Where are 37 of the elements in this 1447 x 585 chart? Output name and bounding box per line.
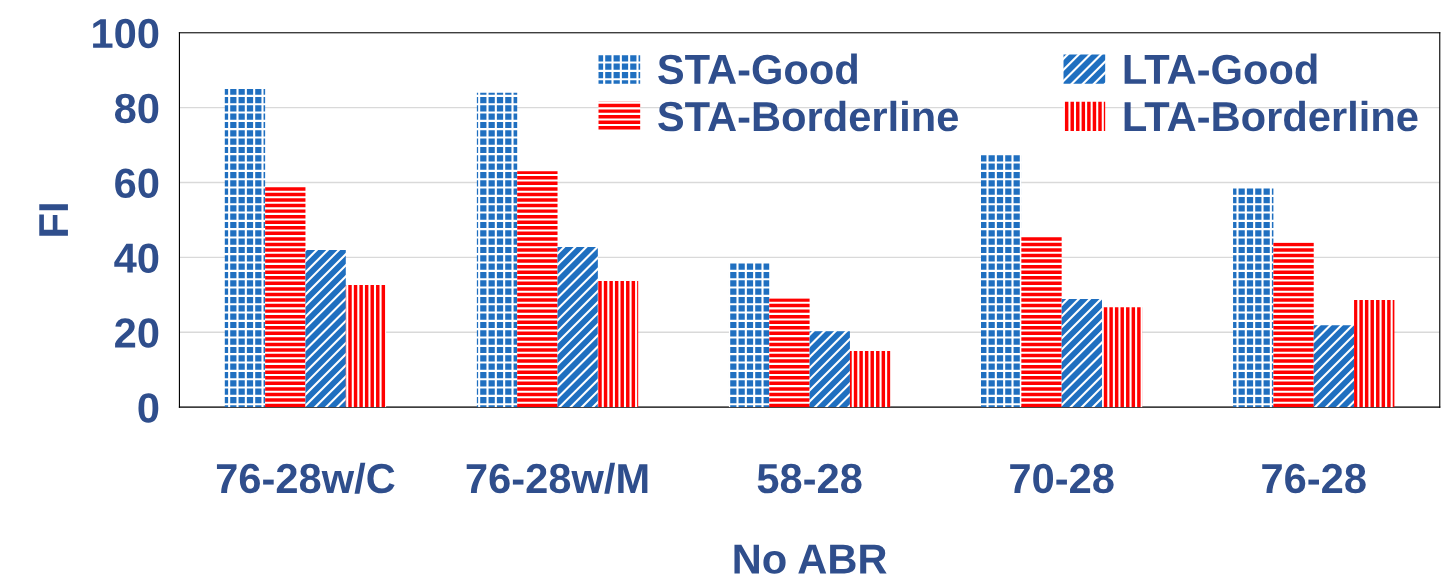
bar bbox=[1233, 187, 1274, 408]
bar bbox=[849, 351, 891, 408]
y-tick-label: 100 bbox=[93, 18, 159, 49]
bar bbox=[1101, 307, 1143, 408]
bar bbox=[809, 331, 850, 408]
y-tick-label: 80 bbox=[114, 93, 159, 124]
x-tick-label: 76-28w/M bbox=[466, 462, 648, 494]
legend-label: LTA-Borderline bbox=[1124, 100, 1418, 132]
legend-label: STA-Borderline bbox=[658, 100, 958, 132]
x-axis-title: No ABR bbox=[734, 544, 887, 574]
x-tick-label: 76-28 bbox=[1262, 463, 1366, 494]
bar bbox=[557, 246, 598, 408]
y-tick-label: 0 bbox=[138, 393, 159, 423]
y-axis-title: FI bbox=[39, 204, 68, 236]
bar bbox=[1313, 325, 1355, 408]
y-tick-label: 20 bbox=[115, 318, 159, 348]
bar bbox=[1273, 242, 1314, 408]
bar bbox=[1061, 298, 1102, 408]
bar bbox=[305, 249, 346, 408]
bar bbox=[769, 298, 810, 408]
bar bbox=[224, 88, 266, 408]
bar bbox=[265, 186, 306, 408]
x-tick-label: 70-28 bbox=[1010, 463, 1114, 494]
bar bbox=[597, 280, 639, 408]
bar bbox=[981, 154, 1022, 408]
bar bbox=[476, 92, 518, 408]
y-tick-label: 40 bbox=[114, 243, 159, 273]
legend-label: STA-Good bbox=[658, 53, 858, 85]
bar bbox=[345, 285, 387, 408]
y-tick-label: 60 bbox=[115, 168, 159, 199]
legend-label: LTA-Good bbox=[1124, 53, 1317, 85]
bar bbox=[728, 261, 770, 408]
x-tick-label: 76-28w/C bbox=[216, 462, 395, 494]
bar bbox=[1354, 300, 1395, 408]
x-tick-label: 58-28 bbox=[757, 463, 862, 494]
bar bbox=[1021, 234, 1062, 408]
bar bbox=[517, 171, 558, 408]
